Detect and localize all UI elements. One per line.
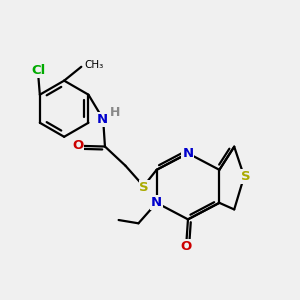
Text: S: S: [241, 170, 251, 183]
Text: CH₃: CH₃: [84, 61, 103, 70]
Text: Cl: Cl: [31, 64, 45, 77]
Text: N: N: [182, 147, 194, 160]
Text: N: N: [97, 112, 108, 126]
Text: H: H: [110, 106, 120, 119]
Text: O: O: [72, 140, 83, 152]
Text: N: N: [151, 196, 162, 209]
Text: S: S: [140, 181, 149, 194]
Text: O: O: [181, 240, 192, 253]
